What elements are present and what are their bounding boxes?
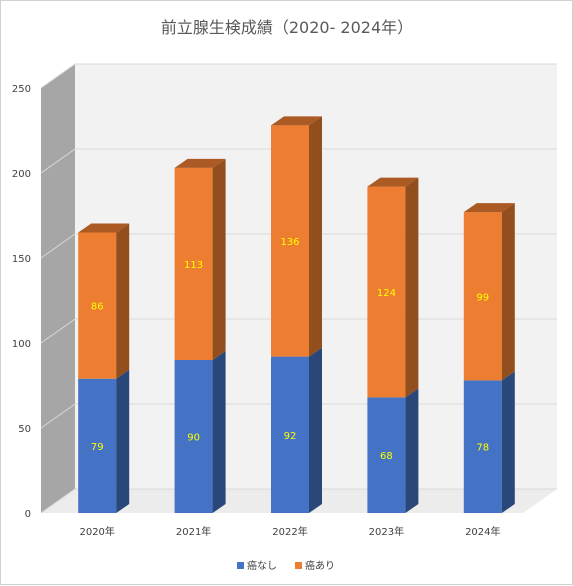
data-label: 92 bbox=[284, 431, 297, 442]
data-label: 78 bbox=[476, 443, 489, 454]
bar-side-癌なし bbox=[116, 369, 130, 513]
data-label: 99 bbox=[476, 292, 489, 303]
bar-front-癌なし bbox=[463, 380, 502, 513]
bar-side-癌なし bbox=[405, 388, 419, 513]
bar-side-癌あり bbox=[309, 116, 322, 357]
legend-label: 癌あり bbox=[305, 559, 335, 572]
data-label: 124 bbox=[377, 288, 396, 299]
bar-side-癌あり bbox=[116, 223, 130, 379]
side-wall bbox=[41, 64, 75, 513]
bar-front-癌あり bbox=[174, 167, 213, 360]
bar-front-癌あり bbox=[271, 125, 309, 357]
bar-side-癌なし bbox=[309, 347, 322, 513]
data-labels: 79 86 90 113 92 136 68 124 78 99 bbox=[91, 237, 489, 462]
bar-side-癌あり bbox=[405, 177, 419, 398]
bar-side-癌あり bbox=[501, 203, 515, 381]
bar-top-癌あり bbox=[78, 223, 130, 233]
legend: 癌なし 癌あり bbox=[237, 559, 335, 572]
bar-top-癌あり bbox=[174, 158, 226, 168]
y-tick-label: 250 bbox=[12, 84, 31, 95]
gridline-side bbox=[40, 233, 76, 259]
bar-front-癌あり bbox=[463, 212, 502, 381]
x-tick-label: 2021年 bbox=[176, 525, 211, 538]
data-label: 90 bbox=[187, 433, 200, 444]
data-label: 68 bbox=[380, 451, 393, 462]
bar-side-癌なし bbox=[501, 371, 515, 513]
y-tick-label: 50 bbox=[18, 424, 31, 435]
x-tick-label: 2020年 bbox=[79, 525, 114, 538]
x-tick-label: 2023年 bbox=[369, 525, 404, 538]
bar-front-癌なし bbox=[78, 378, 117, 513]
bar-top-癌あり bbox=[463, 203, 515, 213]
legend-swatch bbox=[237, 562, 244, 569]
chart-title: 前立腺生検成績（2020- 2024年） bbox=[161, 18, 413, 37]
y-tick-label: 100 bbox=[12, 339, 31, 350]
bar-front-癌なし bbox=[367, 397, 406, 513]
y-tick-label: 150 bbox=[12, 254, 31, 265]
x-tick-label: 2022年 bbox=[272, 525, 307, 538]
gridline-side bbox=[40, 318, 76, 344]
y-tick-label: 200 bbox=[12, 169, 31, 180]
legend-label: 癌なし bbox=[247, 559, 277, 572]
data-label: 113 bbox=[184, 260, 203, 271]
x-tick-label: 2024年 bbox=[465, 525, 500, 538]
x-axis-ticks: 2020年 2021年 2022年 2023年 2024年 bbox=[79, 525, 500, 538]
gridline-side bbox=[40, 63, 76, 89]
legend-swatch bbox=[295, 562, 302, 569]
gridline-side bbox=[40, 148, 76, 174]
data-label: 79 bbox=[91, 442, 104, 453]
gridline-side bbox=[40, 403, 76, 429]
y-axis-ticks: 0 50 100 150 200 250 bbox=[12, 84, 31, 520]
bars bbox=[78, 116, 515, 513]
bar-front-癌あり bbox=[367, 186, 406, 398]
data-label: 136 bbox=[280, 237, 299, 248]
bar-top-癌あり bbox=[367, 177, 419, 187]
bar-top-癌あり bbox=[271, 116, 322, 126]
bar-side-癌なし bbox=[212, 351, 226, 513]
bar-front-癌なし bbox=[271, 356, 309, 513]
data-label: 86 bbox=[91, 302, 104, 313]
bar-front-癌なし bbox=[174, 360, 213, 513]
bar-front-癌あり bbox=[78, 232, 117, 379]
y-tick-label: 0 bbox=[25, 509, 31, 520]
bar-side-癌あり bbox=[212, 158, 226, 360]
gridline-side bbox=[40, 488, 76, 514]
